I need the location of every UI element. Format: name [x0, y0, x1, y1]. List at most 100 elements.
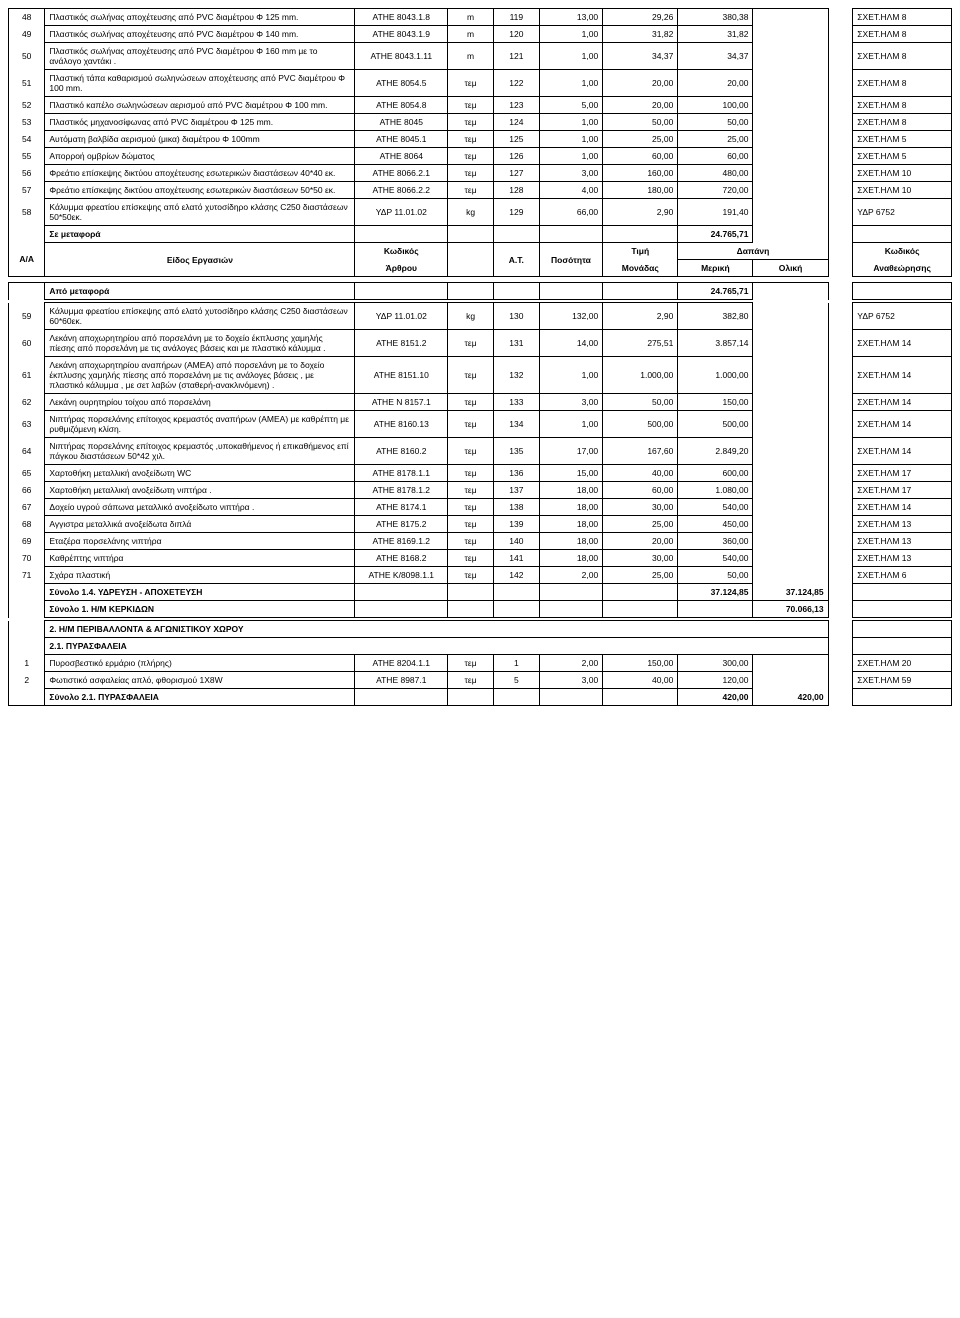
row-ol: [753, 303, 828, 330]
row-kod: ΑΤΗΕ 8204.1.1: [355, 655, 448, 672]
sum-1-row: Σύνολο 1. Η/Μ ΚΕΡΚΙΔΩΝ 70.066,13: [9, 601, 952, 618]
table-row: 57 Φρεάτιο επίσκεψης δικτύου αποχέτευσης…: [9, 182, 952, 199]
hdr-at: Α.Τ.: [493, 243, 539, 277]
row-unit: m: [448, 43, 494, 70]
row-ana: ΣΧΕΤ.ΗΛΜ 5: [853, 148, 952, 165]
row-at: 139: [493, 516, 539, 533]
row-qty: 17,00: [539, 438, 602, 465]
row-ana: ΣΧΕΤ.ΗΛΜ 14: [853, 330, 952, 357]
row-aa: 54: [9, 131, 45, 148]
hdr-kodikos2: Κωδικός: [853, 243, 952, 260]
row-mer: 50,00: [678, 114, 753, 131]
row-unit: τεμ: [448, 482, 494, 499]
row-at: 124: [493, 114, 539, 131]
row-mer: 600,00: [678, 465, 753, 482]
row-timi: 2,90: [603, 303, 678, 330]
row-ol: [753, 26, 828, 43]
row-ana: ΣΧΕΤ.ΗΛΜ 13: [853, 533, 952, 550]
row-at: 137: [493, 482, 539, 499]
row-ana: ΥΔΡ 6752: [853, 303, 952, 330]
row-ol: [753, 482, 828, 499]
row-mer: 480,00: [678, 165, 753, 182]
row-timi: 31,82: [603, 26, 678, 43]
row-desc: Λεκάνη ουρητηρίου τοίχου από πορσελάνη: [45, 394, 355, 411]
row-aa: 62: [9, 394, 45, 411]
row-unit: τεμ: [448, 165, 494, 182]
row-unit: τεμ: [448, 438, 494, 465]
row-ana: ΣΧΕΤ.ΗΛΜ 20: [853, 655, 952, 672]
row-desc: Κάλυμμα φρεατίου επίσκεψης από ελατό χυτ…: [45, 303, 355, 330]
hdr-arthrou: Άρθρου: [355, 260, 448, 277]
row-aa: 65: [9, 465, 45, 482]
row-at: 122: [493, 70, 539, 97]
row-at: 127: [493, 165, 539, 182]
row-timi: 160,00: [603, 165, 678, 182]
row-ana: ΣΧΕΤ.ΗΛΜ 13: [853, 550, 952, 567]
sum1-ol: 70.066,13: [753, 601, 828, 618]
row-ol: [753, 199, 828, 226]
row-timi: 30,00: [603, 499, 678, 516]
row-ol: [753, 70, 828, 97]
hdr-oliki: Ολική: [753, 260, 828, 277]
row-desc: Απορροή ομβρίων δώματος: [45, 148, 355, 165]
row-at: 131: [493, 330, 539, 357]
row-aa: 1: [9, 655, 45, 672]
row-aa: 67: [9, 499, 45, 516]
table-row: 2 Φωτιστικό ασφαλείας απλό, φθορισμού 1Χ…: [9, 672, 952, 689]
row-mer: 1.000,00: [678, 357, 753, 394]
row-unit: m: [448, 26, 494, 43]
row-ana: ΥΔΡ 6752: [853, 199, 952, 226]
row-timi: 50,00: [603, 114, 678, 131]
row-aa: 68: [9, 516, 45, 533]
row-qty: 1,00: [539, 114, 602, 131]
table-row: 52 Πλαστικό καπέλο σωληνώσεων αερισμού α…: [9, 97, 952, 114]
row-mer: 382,80: [678, 303, 753, 330]
row-unit: τεμ: [448, 516, 494, 533]
row-mer: 540,00: [678, 499, 753, 516]
row-qty: 3,00: [539, 672, 602, 689]
row-aa: 57: [9, 182, 45, 199]
row-mer: 31,82: [678, 26, 753, 43]
row-kod: ΑΤΗΕ 8175.2: [355, 516, 448, 533]
row-qty: 1,00: [539, 411, 602, 438]
row-timi: 180,00: [603, 182, 678, 199]
row-mer: 300,00: [678, 655, 753, 672]
row-kod: ΑΤΗΕ 8066.2.2: [355, 182, 448, 199]
row-unit: τεμ: [448, 182, 494, 199]
row-aa: 2: [9, 672, 45, 689]
row-qty: 14,00: [539, 330, 602, 357]
row-qty: 1,00: [539, 43, 602, 70]
row-kod: ΑΤΗΕ 8178.1.2: [355, 482, 448, 499]
row-timi: 150,00: [603, 655, 678, 672]
row-qty: 2,00: [539, 567, 602, 584]
table-row: 65 Χαρτοθήκη μεταλλική ανοξείδωτη WC ΑΤΗ…: [9, 465, 952, 482]
row-unit: τεμ: [448, 357, 494, 394]
row-kod: ΑΤΗΕ 8043.1.8: [355, 9, 448, 26]
row-mer: 2.849,20: [678, 438, 753, 465]
row-timi: 500,00: [603, 411, 678, 438]
table-row: 68 Αγγιστρα μεταλλικά ανοξείδωτα διπλά Α…: [9, 516, 952, 533]
row-aa: 51: [9, 70, 45, 97]
table-row: 66 Χαρτοθήκη μεταλλική ανοξείδωτη νιπτήρ…: [9, 482, 952, 499]
row-ol: [753, 148, 828, 165]
row-aa: 56: [9, 165, 45, 182]
row-unit: τεμ: [448, 411, 494, 438]
section-21-row: 2.1. ΠΥΡΑΣΦΑΛΕΙΑ: [9, 638, 952, 655]
row-kod: ΑΤΗΕ 8151.10: [355, 357, 448, 394]
row-ana: ΣΧΕΤ.ΗΛΜ 14: [853, 411, 952, 438]
table-row: 63 Νιπτήρας πορσελάνης επίτοιχος κρεμαστ…: [9, 411, 952, 438]
table-row: 71 Σχάρα πλαστική ΑΤΗΕ Κ/8098.1.1 τεμ 14…: [9, 567, 952, 584]
row-mer: 360,00: [678, 533, 753, 550]
row-ana: ΣΧΕΤ.ΗΛΜ 8: [853, 97, 952, 114]
row-qty: 1,00: [539, 131, 602, 148]
row-ol: [753, 131, 828, 148]
row-ol: [753, 655, 828, 672]
row-ana: ΣΧΕΤ.ΗΛΜ 14: [853, 499, 952, 516]
row-qty: 18,00: [539, 550, 602, 567]
row-ol: [753, 567, 828, 584]
row-unit: τεμ: [448, 499, 494, 516]
row-ana: ΣΧΕΤ.ΗΛΜ 8: [853, 26, 952, 43]
row-desc: Πλαστικός μηχανοσίφωνας από PVC διαμέτρο…: [45, 114, 355, 131]
table-row: 51 Πλαστική τάπα καθαρισμού σωληνώσεων α…: [9, 70, 952, 97]
row-aa: 71: [9, 567, 45, 584]
